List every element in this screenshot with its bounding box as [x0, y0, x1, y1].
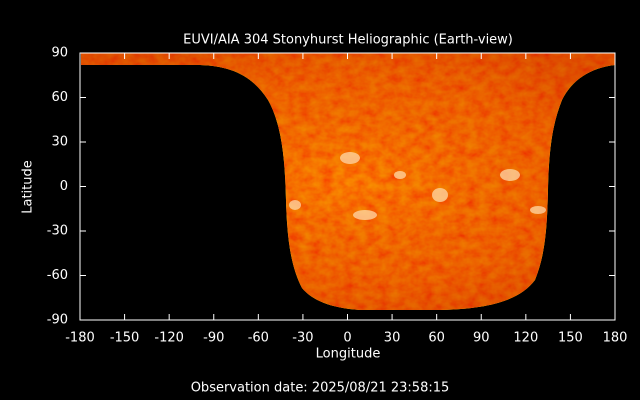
y-tick-label: -60: [47, 268, 68, 283]
x-tick-label: 90: [473, 331, 490, 346]
x-tick-label: 30: [384, 331, 401, 346]
x-tick-label: -150: [110, 331, 140, 346]
x-tick-label: -90: [203, 331, 224, 346]
y-tick-label: -90: [47, 313, 68, 328]
y-tick-label: 60: [51, 90, 68, 105]
y-tick-label: 30: [51, 135, 68, 150]
x-tick-label: 0: [343, 331, 351, 346]
x-tick-label: -60: [248, 331, 269, 346]
hot-spots: [289, 152, 546, 220]
x-tick-label: -120: [154, 331, 184, 346]
x-tick-label: -30: [292, 331, 313, 346]
x-tick-label: -180: [65, 331, 95, 346]
y-axis-label: Latitude: [21, 160, 36, 214]
solar-map: [81, 53, 615, 310]
observation-date: Observation date: 2025/08/21 23:58:15: [191, 381, 450, 396]
x-tick-label: 180: [603, 331, 628, 346]
chart-title: EUVI/AIA 304 Stonyhurst Heliographic (Ea…: [183, 33, 513, 48]
x-axis-label: Longitude: [316, 347, 381, 362]
y-tick-label: 90: [51, 46, 68, 61]
x-tick-label: 150: [558, 331, 583, 346]
x-tick-label: 60: [428, 331, 445, 346]
y-tick-label: 0: [60, 179, 68, 194]
x-tick-label: 120: [513, 331, 538, 346]
y-tick-label: -30: [47, 224, 68, 239]
